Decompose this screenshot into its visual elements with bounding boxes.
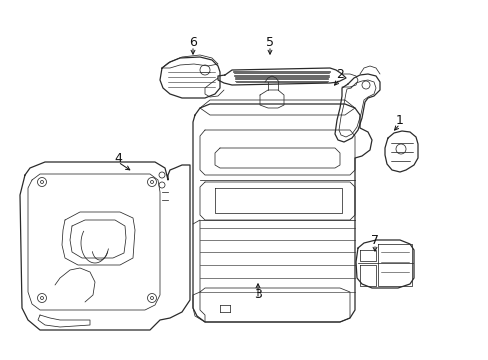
Text: 1: 1	[395, 113, 403, 126]
Text: 5: 5	[265, 36, 273, 49]
Text: 7: 7	[370, 234, 378, 247]
Text: 6: 6	[189, 36, 197, 49]
Text: 2: 2	[335, 68, 343, 81]
Text: 4: 4	[114, 152, 122, 165]
Text: 3: 3	[254, 288, 262, 302]
